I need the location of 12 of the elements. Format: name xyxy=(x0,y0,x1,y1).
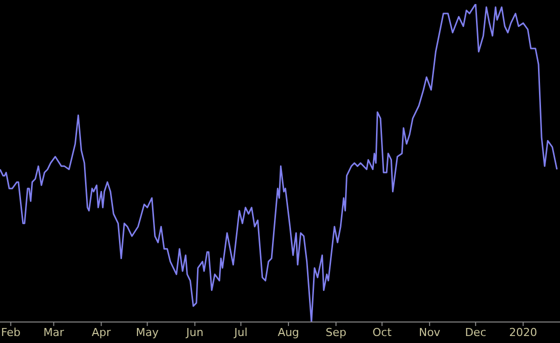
x-tick-label: Feb xyxy=(1,326,20,339)
x-tick-label: Nov xyxy=(418,326,441,339)
x-tick-label: Mar xyxy=(43,326,65,339)
x-tick-label: Aug xyxy=(278,326,300,339)
x-tick-label: Oct xyxy=(372,326,392,339)
x-tick-label: Jul xyxy=(233,326,248,339)
x-tick-label: Apr xyxy=(92,326,112,339)
x-tick-label: Jun xyxy=(185,326,204,339)
x-tick-label: Dec xyxy=(464,326,486,339)
x-tick-label: Sep xyxy=(326,326,346,339)
x-tick-label: May xyxy=(136,326,160,339)
x-tick-label: 2020 xyxy=(509,326,538,339)
